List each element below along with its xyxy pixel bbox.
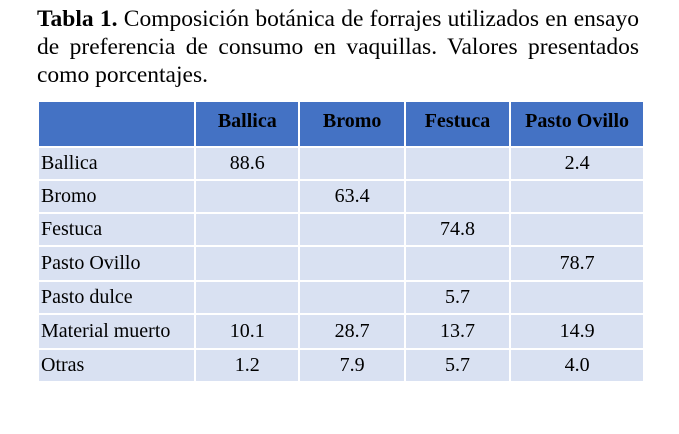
table-cell: 13.7 [405,315,510,348]
table-row: Festuca 74.8 [39,214,643,245]
row-label: Pasto Ovillo [39,247,195,280]
table-row: Ballica 88.6 2.4 [39,148,643,179]
table-cell: 4.0 [511,350,643,381]
table-cell: 5.7 [405,282,510,313]
table-cell [405,181,510,212]
table-cell [196,181,299,212]
table-cell [511,282,643,313]
row-label: Ballica [39,148,195,179]
header-cell-ballica: Ballica [196,102,299,146]
table-cell: 5.7 [405,350,510,381]
table-cell: 7.9 [300,350,404,381]
table-row: Bromo 63.4 [39,181,643,212]
table-cell [300,148,404,179]
table-cell [300,247,404,280]
table-caption: Tabla 1. Composición botánica de forraje… [37,5,639,89]
row-label: Festuca [39,214,195,245]
table-cell: 2.4 [511,148,643,179]
table-row: Pasto Ovillo 78.7 [39,247,643,280]
table-cell [405,247,510,280]
table-cell [300,214,404,245]
table-cell [405,148,510,179]
table-cell [511,181,643,212]
table-cell [196,247,299,280]
table-cell [196,214,299,245]
forage-composition-table: Ballica Bromo Festuca Pasto Ovillo Balli… [37,100,645,383]
row-label: Pasto dulce [39,282,195,313]
table-row: Otras 1.2 7.9 5.7 4.0 [39,350,643,381]
table-cell: 10.1 [196,315,299,348]
header-cell-festuca: Festuca [405,102,510,146]
table-header-row: Ballica Bromo Festuca Pasto Ovillo [39,102,643,146]
table-cell: 78.7 [511,247,643,280]
table-cell: 1.2 [196,350,299,381]
table-cell: 14.9 [511,315,643,348]
header-cell-bromo: Bromo [300,102,404,146]
row-label: Otras [39,350,195,381]
table-row: Material muerto 10.1 28.7 13.7 14.9 [39,315,643,348]
caption-text: Composición botánica de forrajes utiliza… [37,6,639,88]
row-label: Bromo [39,181,195,212]
header-cell-empty [39,102,195,146]
table-cell: 28.7 [300,315,404,348]
table-cell: 88.6 [196,148,299,179]
table-cell [196,282,299,313]
table-row: Pasto dulce 5.7 [39,282,643,313]
row-label: Material muerto [39,315,195,348]
table-cell [300,282,404,313]
table-cell: 63.4 [300,181,404,212]
table-cell [511,214,643,245]
caption-label: Tabla 1. [37,6,118,32]
header-cell-pasto-ovillo: Pasto Ovillo [511,102,643,146]
table-cell: 74.8 [405,214,510,245]
